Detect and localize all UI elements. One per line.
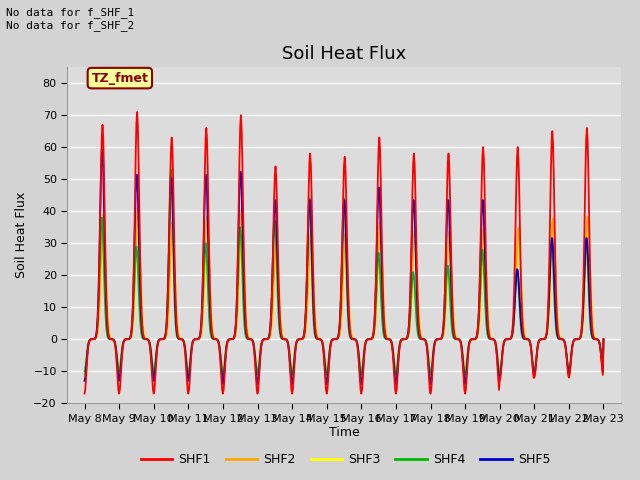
SHF3 bbox=[600, 336, 607, 342]
SHF2 bbox=[195, 336, 203, 342]
Line: SHF4: SHF4 bbox=[84, 169, 604, 374]
SHF3 bbox=[218, 365, 225, 371]
SHF4 bbox=[600, 336, 607, 342]
SHF2 bbox=[388, 339, 396, 345]
SHF4 bbox=[387, 337, 395, 343]
SHF4 bbox=[195, 336, 203, 341]
SHF2 bbox=[81, 372, 88, 377]
SHF5 bbox=[337, 289, 345, 295]
SHF2 bbox=[439, 334, 447, 339]
SHF5 bbox=[388, 340, 396, 346]
SHF3 bbox=[134, 224, 141, 229]
Line: SHF2: SHF2 bbox=[84, 207, 604, 374]
SHF4 bbox=[439, 333, 447, 338]
SHF5 bbox=[81, 378, 88, 384]
Text: TZ_fmet: TZ_fmet bbox=[92, 72, 148, 84]
SHF3 bbox=[253, 375, 261, 381]
Legend: SHF1, SHF2, SHF3, SHF4, SHF5: SHF1, SHF2, SHF3, SHF4, SHF5 bbox=[136, 448, 556, 471]
SHF4 bbox=[554, 334, 561, 340]
SHF4 bbox=[337, 305, 344, 311]
Y-axis label: Soil Heat Flux: Soil Heat Flux bbox=[15, 192, 28, 278]
SHF4 bbox=[392, 372, 400, 377]
X-axis label: Time: Time bbox=[328, 426, 360, 439]
SHF2 bbox=[218, 363, 225, 369]
SHF3 bbox=[388, 339, 396, 345]
SHF2 bbox=[554, 315, 561, 321]
Title: Soil Heat Flux: Soil Heat Flux bbox=[282, 45, 406, 63]
SHF2 bbox=[134, 204, 141, 210]
SHF3 bbox=[439, 335, 447, 340]
SHF5 bbox=[98, 147, 106, 153]
SHF5 bbox=[600, 336, 607, 342]
SHF1 bbox=[195, 336, 203, 341]
SHF4 bbox=[167, 167, 175, 172]
SHF4 bbox=[218, 363, 225, 369]
SHF3 bbox=[554, 311, 561, 316]
SHF1 bbox=[439, 331, 447, 337]
SHF2 bbox=[600, 336, 607, 342]
SHF1 bbox=[218, 377, 225, 383]
SHF1 bbox=[253, 391, 261, 396]
Line: SHF5: SHF5 bbox=[84, 150, 604, 384]
SHF3 bbox=[337, 322, 345, 327]
SHF1 bbox=[337, 291, 345, 297]
Line: SHF3: SHF3 bbox=[84, 227, 604, 378]
SHF5 bbox=[195, 335, 203, 341]
SHF5 bbox=[218, 368, 225, 373]
SHF5 bbox=[554, 332, 561, 337]
SHF5 bbox=[253, 381, 261, 387]
SHF3 bbox=[195, 336, 203, 342]
Text: No data for f_SHF_1
No data for f_SHF_2: No data for f_SHF_1 No data for f_SHF_2 bbox=[6, 7, 134, 31]
Line: SHF1: SHF1 bbox=[84, 112, 604, 394]
SHF5 bbox=[439, 330, 447, 336]
SHF3 bbox=[81, 375, 88, 381]
SHF2 bbox=[253, 372, 261, 377]
SHF4 bbox=[81, 368, 88, 374]
SHF2 bbox=[337, 316, 345, 322]
SHF1 bbox=[388, 340, 396, 346]
SHF1 bbox=[133, 109, 141, 115]
SHF1 bbox=[554, 324, 561, 329]
SHF1 bbox=[600, 336, 607, 342]
SHF1 bbox=[81, 391, 88, 396]
